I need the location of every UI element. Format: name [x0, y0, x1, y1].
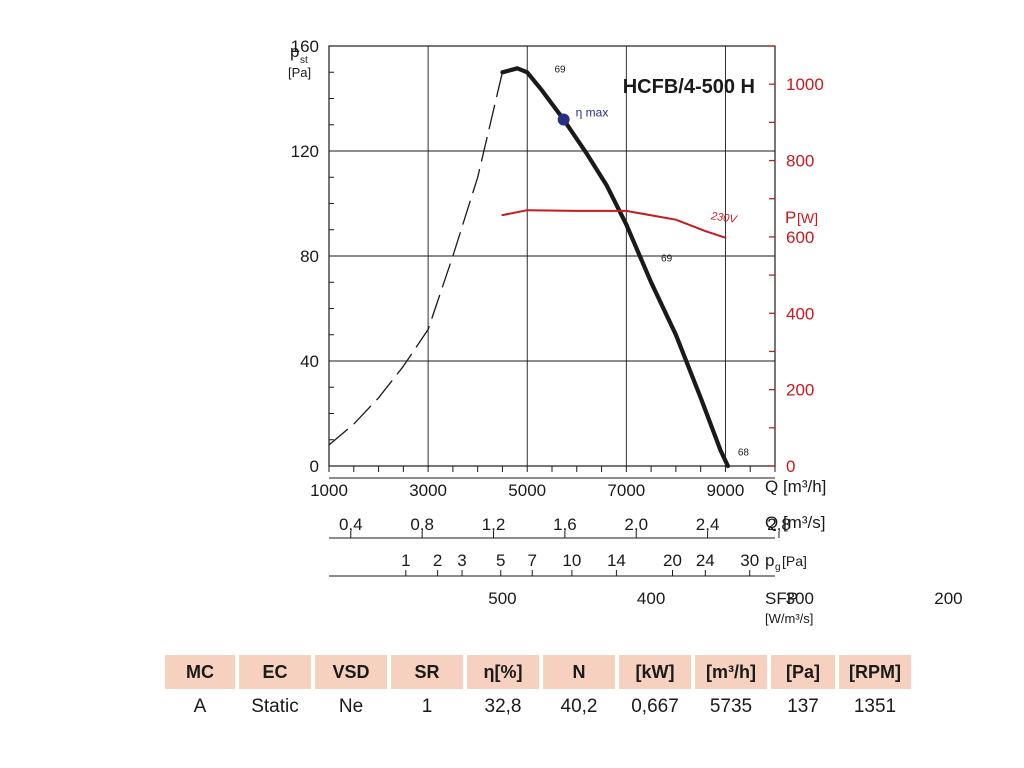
x-tick-label: 7000 — [607, 481, 645, 500]
scale-tick-label: 20 — [663, 551, 682, 570]
scale-label-pg-sub: g — [775, 562, 781, 573]
y-right-label: P [W] — [785, 208, 818, 227]
y-right-tick-label: 0 — [786, 457, 795, 476]
x-axis-label: Q [m³/h] — [765, 477, 826, 496]
value-sr: 1 — [421, 696, 433, 717]
scale-tick-label: 0,8 — [410, 515, 434, 534]
annotations: 69 η max 69 68 230V — [554, 64, 749, 458]
x-tick-label: 5000 — [508, 481, 546, 500]
value-vsd: Ne — [338, 696, 364, 717]
scale-tick-label: 0,4 — [339, 515, 363, 534]
scale-tick-label: 10 — [562, 551, 581, 570]
scale-tick-label: 24 — [696, 551, 715, 570]
y-right-tick-label: 400 — [786, 304, 814, 323]
scale-tick-label: 400 — [637, 589, 665, 608]
annotation-label: 69 — [554, 64, 566, 75]
value-rpm: 1351 — [853, 696, 897, 717]
series-group — [328, 66, 730, 469]
left-y-axis: 0 40 80 120 160 — [291, 37, 334, 476]
x-tick-label: 9000 — [707, 481, 745, 500]
scale-tick-label: 2,8 — [767, 515, 791, 534]
secondary-scales: 0,4 0,8 1,2 1,6 2,0 2,4 2,8 1 2 3 5 7 10 14 20 24 30 500 4… — [329, 513, 963, 626]
value-mc: A — [193, 696, 207, 717]
value-m3h: 5735 — [709, 696, 753, 717]
y-right-tick-label: 800 — [786, 152, 814, 171]
scale-tick-label: 200 — [934, 589, 962, 608]
y-left-label: p st [Pa] — [288, 42, 311, 80]
annotation-label: η max — [576, 106, 609, 120]
svg-text:[W]: [W] — [797, 210, 818, 226]
y-left-tick-label: 120 — [291, 142, 319, 161]
header-sr: SR — [391, 655, 463, 689]
scale-label-sfp-unit: [W/m³/s] — [765, 611, 813, 626]
value-n: 40,2 — [560, 696, 598, 717]
eta-max-marker — [557, 113, 570, 126]
scale-tick-label: 30 — [740, 551, 759, 570]
scale-label-sfp: SFP — [765, 589, 798, 608]
value-pa: 137 — [787, 696, 819, 717]
scale-tick-label: 7 — [527, 551, 536, 570]
svg-text:[Pa]: [Pa] — [288, 65, 311, 80]
scale-label-pg-main: p — [765, 551, 774, 570]
header-vsd: VSD — [315, 655, 387, 689]
y-left-tick-label: 0 — [310, 457, 319, 476]
scale-tick-label: 3 — [457, 551, 466, 570]
pressure-curve-extrapolated — [328, 71, 504, 446]
svg-text:p: p — [290, 42, 299, 61]
annotation-label: 69 — [661, 253, 673, 264]
scale-tick-label: 2 — [433, 551, 442, 570]
x-tick-label: 1000 — [310, 481, 348, 500]
svg-text:st: st — [300, 55, 308, 66]
annotation-label: 230V — [709, 210, 739, 226]
value-ec: Static — [251, 696, 299, 717]
y-right-tick-label: 200 — [786, 381, 814, 400]
scale-tick-label: 1,6 — [553, 515, 577, 534]
header-rpm: [RPM] — [839, 655, 911, 689]
y-left-tick-label: 160 — [291, 37, 319, 56]
scale-tick-label: 1,2 — [482, 515, 506, 534]
annotation-label: 68 — [738, 448, 750, 459]
svg-text:P: P — [785, 208, 796, 227]
spec-table: MC EC VSD SR η[%] N [kW] [m³/h] [Pa] [RP… — [161, 655, 915, 725]
header-ec: EC — [239, 655, 311, 689]
header-kw: [kW] — [619, 655, 691, 689]
chart-grid — [328, 45, 775, 467]
scale-tick-label: 5 — [496, 551, 505, 570]
scale-tick-label: 2,4 — [696, 515, 720, 534]
pressure-curve — [500, 66, 730, 469]
x-axis: 1000 3000 5000 7000 9000 — [310, 466, 776, 500]
header-mc: MC — [165, 655, 235, 689]
power-curve — [501, 209, 727, 239]
value-eta: 32,8 — [484, 696, 522, 717]
value-kw: 0,667 — [631, 696, 679, 717]
header-n: N — [543, 655, 615, 689]
spec-value-row: A Static Ne 1 32,8 40,2 0,667 5735 137 1… — [165, 689, 911, 725]
y-right-tick-label: 1000 — [786, 75, 824, 94]
chart-title: HCFB/4-500 H — [623, 76, 755, 98]
y-left-tick-label: 80 — [300, 247, 319, 266]
scale-tick-label: 500 — [488, 589, 516, 608]
y-left-tick-label: 40 — [300, 352, 319, 371]
scale-tick-label: 14 — [607, 551, 626, 570]
scale-tick-label: 300 — [786, 589, 814, 608]
y-right-tick-label: 600 — [786, 228, 814, 247]
scale-tick-label: 1 — [401, 551, 410, 570]
header-eta: η[%] — [467, 655, 539, 689]
header-pa: [Pa] — [771, 655, 835, 689]
x-tick-label: 3000 — [409, 481, 447, 500]
header-m3h: [m³/h] — [695, 655, 767, 689]
scale-tick-label: 2,0 — [624, 515, 648, 534]
scale-label-qms: Q [m³/s] — [765, 513, 825, 532]
spec-header-row: MC EC VSD SR η[%] N [kW] [m³/h] [Pa] [RP… — [165, 655, 911, 689]
scale-label-pg-unit: [Pa] — [782, 553, 807, 569]
right-y-axis: 0 200 400 600 800 1000 — [769, 45, 824, 476]
